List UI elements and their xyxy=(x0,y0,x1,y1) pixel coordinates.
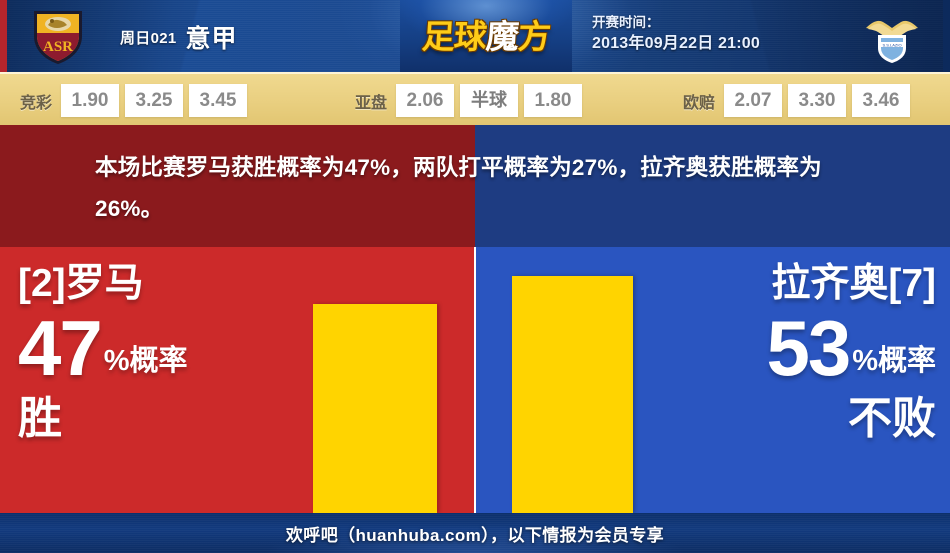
brand-part3: 方 xyxy=(516,17,552,55)
footer-text: 欢呼吧（huanhuba.com），以下情报为会员专享 xyxy=(285,525,665,545)
odds-cell[interactable]: 2.07 xyxy=(724,84,783,117)
home-percent-suffix: %概率 xyxy=(103,345,188,377)
home-team-panel: [2]罗马 47 %概率 胜 xyxy=(0,247,474,513)
footer-bar: 欢呼吧（huanhuba.com），以下情报为会员专享 xyxy=(0,513,950,553)
home-outcome-label: 胜 xyxy=(18,394,62,443)
header-accent-right xyxy=(943,0,950,72)
away-percent-value: 53 xyxy=(766,304,851,392)
statement-band: 本场比赛罗马获胜概率为47%，两队打平概率为27%，拉齐奥获胜概率为26%。 xyxy=(0,125,950,247)
away-team-info: 拉齐奥[7] 53 %概率 不败 xyxy=(636,259,936,447)
odds-cell[interactable]: 1.90 xyxy=(61,84,120,117)
panel-divider xyxy=(474,247,476,513)
as-roma-crest-icon: ASR xyxy=(34,11,82,64)
odds-cell[interactable]: 3.45 xyxy=(189,84,248,117)
home-team-info: [2]罗马 47 %概率 胜 xyxy=(18,259,308,447)
odds-group-title: 欧赔 xyxy=(683,94,716,112)
lazio-crest-icon: S.S.LAZIO xyxy=(866,20,918,63)
home-probability-bar xyxy=(313,304,437,513)
match-round: 周日021 xyxy=(120,29,177,47)
odds-cell[interactable]: 1.80 xyxy=(524,84,583,117)
match-label: 周日021 意甲 xyxy=(120,16,400,58)
odds-group-jingcai: 竞彩 1.90 3.25 3.45 xyxy=(20,74,248,127)
odds-group-title: 亚盘 xyxy=(355,94,388,112)
brand-part2: 魔 xyxy=(484,17,520,55)
kickoff-info: 开赛时间： 2013年09月22日 21:00 xyxy=(592,13,832,61)
brand-part1: 足球 xyxy=(420,17,488,55)
away-team-name: 拉齐奥[7] xyxy=(771,262,936,305)
header-accent-left xyxy=(0,0,7,72)
kickoff-time: 2013年09月22日 21:00 xyxy=(592,35,760,52)
odds-cell[interactable]: 3.25 xyxy=(125,84,184,117)
away-outcome-label: 不败 xyxy=(848,394,936,443)
home-percent-value: 47 xyxy=(18,304,103,392)
odds-bar: 竞彩 1.90 3.25 3.45 亚盘 2.06 半球 1.80 欧赔 2.0… xyxy=(0,72,950,125)
statement-band-left-bg xyxy=(0,125,475,247)
svg-text:ASR: ASR xyxy=(43,39,73,55)
svg-text:S.S.LAZIO: S.S.LAZIO xyxy=(882,42,901,47)
away-percent-suffix: %概率 xyxy=(852,345,936,377)
odds-cell[interactable]: 2.06 xyxy=(396,84,455,117)
away-probability-bar xyxy=(512,276,633,513)
away-percent-row: 53 %概率 xyxy=(636,304,936,392)
odds-cell-handicap[interactable]: 半球 xyxy=(460,84,519,117)
probability-chart: [2]罗马 47 %概率 胜 拉齐奥[7] 53 %概率 不败 xyxy=(0,247,950,513)
odds-cell[interactable]: 3.30 xyxy=(788,84,847,117)
home-team-name: [2]罗马 xyxy=(18,262,144,305)
match-league: 意甲 xyxy=(185,25,238,53)
brand-logo-text: 足球魔方 xyxy=(420,17,552,55)
kickoff-label: 开赛时间： xyxy=(592,15,660,30)
statement-text: 本场比赛罗马获胜概率为47%，两队打平概率为27%，拉齐奥获胜概率为26%。 xyxy=(95,155,822,221)
odds-cell[interactable]: 3.46 xyxy=(852,84,911,117)
odds-group-yapan: 亚盘 2.06 半球 1.80 xyxy=(355,74,583,127)
statement-band-right-bg xyxy=(475,125,950,247)
away-team-panel: 拉齐奥[7] 53 %概率 不败 xyxy=(476,247,950,513)
brand-logo: 足球魔方 xyxy=(400,0,572,72)
odds-group-oupei: 欧赔 2.07 3.30 3.46 xyxy=(683,74,911,127)
header-bar: ASR S.S.LAZIO 周日021 意甲 足球魔方 开赛时间： 2013年0… xyxy=(0,0,950,72)
home-percent-row: 47 %概率 xyxy=(18,304,308,392)
odds-group-title: 竞彩 xyxy=(20,94,53,112)
